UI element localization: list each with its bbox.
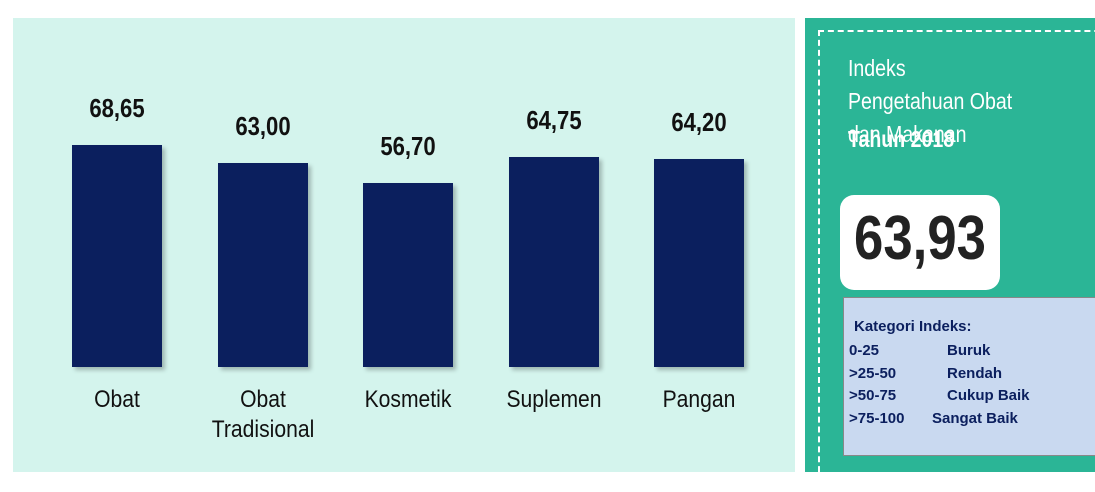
panel-year: Tahun 2018 [848,126,955,152]
legend-range: >50-75 [849,387,897,404]
index-panel: Indeks Pengetahuan Obat dan Makanan Tahu… [805,18,1095,492]
legend-range: >75-100 [849,409,905,427]
legend-label: Cukup Baik [947,387,1030,404]
x-tick-label: Suplemen [505,386,602,413]
legend-range: >25-50 [849,364,897,382]
x-tick-label: Kosmetik [364,386,452,413]
bar [654,158,744,367]
legend-title: Kategori Indeks: [854,318,972,335]
panel-title: Indeks Pengetahuan Obat dan Makanan [848,55,1013,147]
x-tick-label: Pangan [662,386,736,413]
value-label: 68,65 [89,92,145,123]
legend-range: 0-25 [849,342,880,359]
x-tick-label: Obat [94,386,140,413]
value-label: 56,70 [380,131,436,162]
legend-label: Buruk [947,342,991,359]
category-legend: Kategori Indeks: 0-25 Buruk >25-50 Rendah >5… [843,297,1095,456]
index-value: 63,93 [854,204,986,273]
chart: 68,65 Obat 63,00 Obat Tradisional 56,70 Kosme… [13,18,795,472]
x-tick-label: Obat Tradisional [211,386,314,443]
dashed-border [818,30,1095,492]
bar [217,162,308,367]
value-label: 64,75 [525,105,582,136]
page: 68,65 Obat 63,00 Obat Tradisional 56,70 Kosme… [13,18,1095,492]
value-label: 63,00 [234,110,291,141]
index-box: 63,93 [840,195,1000,290]
bar [72,144,162,367]
legend-label: Rendah [947,364,1003,382]
value-label: 64,20 [671,106,727,137]
bar [363,183,453,367]
legend-label: Sangat Baik [932,409,1018,427]
bar [508,157,599,367]
